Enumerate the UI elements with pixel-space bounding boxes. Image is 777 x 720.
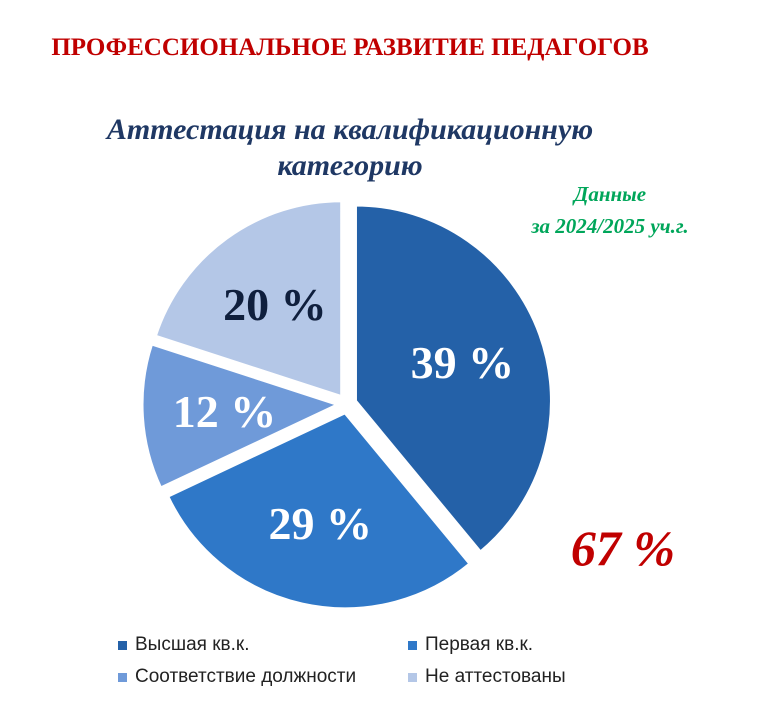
legend-swatch	[118, 640, 127, 650]
slice-value-label-highest: 39 %	[411, 337, 515, 388]
legend-label: Первая кв.к.	[425, 634, 534, 655]
pie-slice-highest	[353, 203, 553, 555]
legend-swatch	[408, 640, 417, 650]
data-period-note-line2: за 2024/2025 уч.г.	[531, 214, 689, 238]
legend-item-highest: Высшая кв.к.	[118, 634, 408, 656]
slice-value-label-not-attested: 20 %	[223, 279, 327, 330]
summary-percentage: 67 %	[570, 520, 676, 576]
legend-item-first: Первая кв.к.	[408, 634, 678, 656]
slice-value-label-position-match: 12 %	[173, 386, 277, 437]
legend-label: Высшая кв.к.	[135, 634, 250, 655]
legend-label: Не аттестованы	[425, 666, 566, 687]
legend-item-not-attested: Не аттестованы	[408, 666, 678, 688]
legend-label: Соответствие должности	[135, 666, 357, 687]
chart-subtitle: Аттестация на квалификационную категорию	[106, 113, 594, 182]
chart-title: ПРОФЕССИОНАЛЬНОЕ РАЗВИТИЕ ПЕДАГОГОВ	[51, 34, 649, 61]
legend-item-position-match: Соответствие должности	[118, 666, 408, 688]
legend: Высшая кв.к. Первая кв.к. Соответствие д…	[118, 634, 678, 688]
slice-value-label-first: 29 %	[268, 498, 372, 549]
pie-slice-position-match	[140, 342, 343, 491]
pie-slice-first	[165, 410, 473, 611]
pie-slice-not-attested	[153, 199, 344, 399]
data-period-note: Данные за 2024/2025 уч.г.	[490, 178, 730, 242]
legend-swatch	[408, 672, 417, 682]
data-period-note-line1: Данные	[573, 182, 647, 206]
legend-swatch	[118, 672, 127, 682]
